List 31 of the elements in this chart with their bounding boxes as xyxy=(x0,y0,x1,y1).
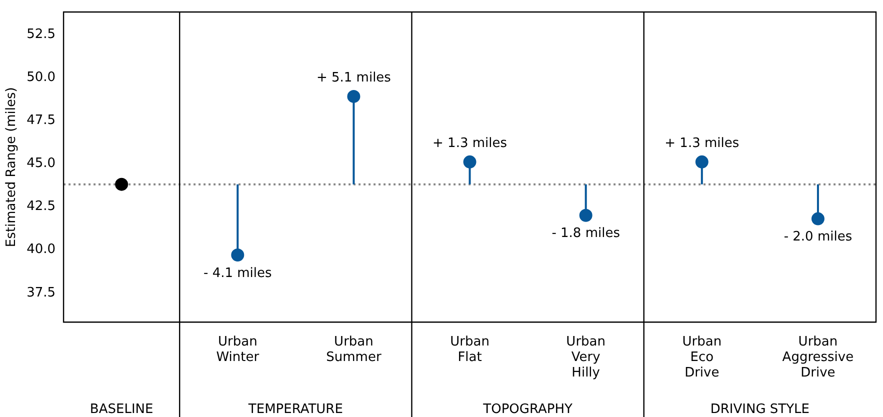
text: BASELINE xyxy=(90,402,154,417)
point xyxy=(463,155,476,168)
point xyxy=(347,90,360,103)
y-axis-title: Estimated Range (miles) xyxy=(4,87,20,248)
x-tick-label: Urban Very Hilly xyxy=(566,334,606,381)
x-tick-label: Urban Eco Drive xyxy=(682,334,722,381)
text: TEMPERATURE xyxy=(247,402,343,417)
annotation: - 1.8 miles xyxy=(552,226,620,242)
y-tick-label: 47.5 xyxy=(26,112,56,128)
point xyxy=(115,178,128,191)
x-tick-label: Urban Summer xyxy=(326,334,382,365)
x-tick-label: Urban Winter xyxy=(216,334,260,365)
point xyxy=(811,212,824,226)
text: TOPOGRAPHY xyxy=(482,402,572,417)
annotation: - 2.0 miles xyxy=(784,230,852,245)
annotation: - 4.1 miles xyxy=(203,266,272,281)
point xyxy=(695,155,708,168)
y-tick-label: 40.0 xyxy=(26,242,56,258)
annotation: + 5.1 miles xyxy=(316,70,392,86)
annotation: + 1.3 miles xyxy=(664,136,740,151)
point xyxy=(579,208,592,222)
y-tick-label: 37.5 xyxy=(26,285,56,300)
x-tick-label: Urban Aggressive Drive xyxy=(782,334,854,381)
y-tick-label: 50.0 xyxy=(26,70,56,85)
annotation: + 1.3 miles xyxy=(432,136,508,151)
y-tick-label: 42.5 xyxy=(26,199,56,214)
y-tick-label: 52.5 xyxy=(26,26,56,42)
x-tick-label: Urban Flat xyxy=(450,334,490,365)
text: DRIVING STYLE xyxy=(710,402,810,417)
point xyxy=(231,248,244,262)
y-tick-label: 45.0 xyxy=(26,156,56,172)
